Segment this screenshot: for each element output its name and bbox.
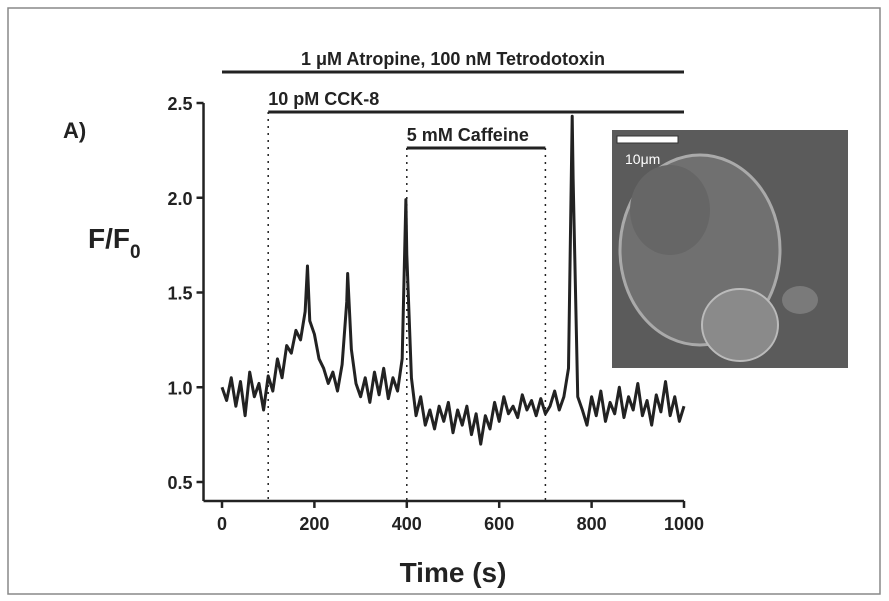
treatment-label: 5 mM Caffeine <box>407 125 529 145</box>
treatment-label: 1 μM Atropine, 100 nM Tetrodotoxin <box>301 49 605 69</box>
x-axis-label: Time (s) <box>400 557 507 588</box>
y-tick-label: 1.5 <box>167 284 192 304</box>
y-axis-label-main: F/F <box>88 223 130 254</box>
inset-image: 10μm <box>612 130 848 368</box>
inset-scale-label: 10μm <box>625 151 660 167</box>
y-tick-label: 2.0 <box>167 189 192 209</box>
x-tick-label: 400 <box>392 514 422 534</box>
y-tick-label: 1.0 <box>167 378 192 398</box>
panel-label: A) <box>63 118 86 143</box>
x-tick-label: 800 <box>577 514 607 534</box>
y-axis-label-sub: 0 <box>130 242 141 263</box>
trace <box>220 114 686 446</box>
y-tick-label: 0.5 <box>167 473 192 493</box>
treatment-label: 10 pM CCK-8 <box>268 89 379 109</box>
x-tick-label: 600 <box>484 514 514 534</box>
x-tick-label: 1000 <box>664 514 704 534</box>
x-tick-label: 200 <box>299 514 329 534</box>
x-tick-label: 0 <box>217 514 227 534</box>
y-axis-label: F/F0 <box>88 223 141 263</box>
y-tick-label: 2.5 <box>167 94 192 114</box>
